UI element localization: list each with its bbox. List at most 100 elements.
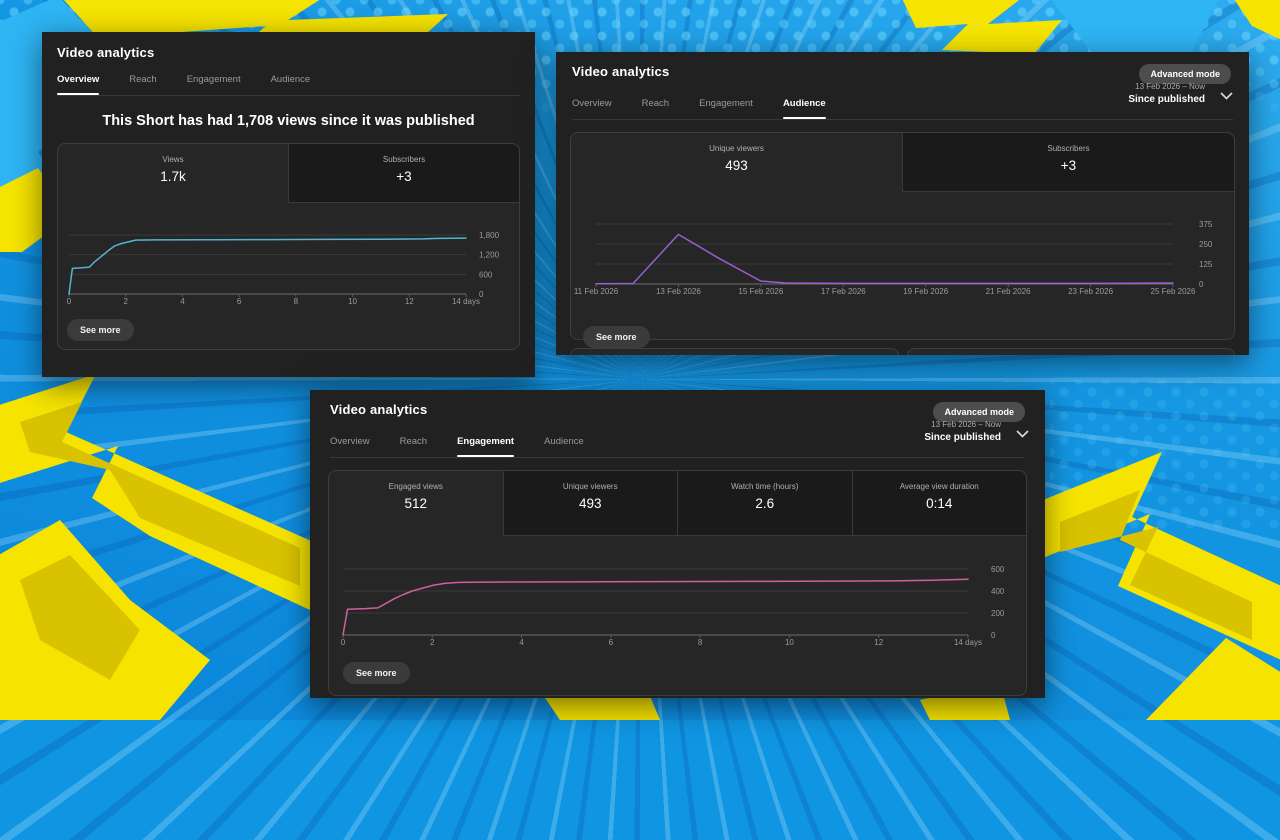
- metric-tab-engaged-views[interactable]: Engaged views 512: [329, 471, 503, 535]
- metric-value: +3: [396, 169, 412, 184]
- tab-overview[interactable]: Overview: [330, 436, 370, 447]
- advanced-mode-button[interactable]: Advanced mode: [933, 402, 1025, 422]
- partial-cards-row: [570, 348, 1235, 355]
- period-text: Since published: [924, 431, 1001, 443]
- audience-chart-card: Unique viewers 493 Subscribers +3 375 250 125…: [570, 132, 1235, 348]
- metric-label: Watch time (hours): [731, 482, 799, 491]
- metric-label: Subscribers: [382, 155, 426, 164]
- svg-text:13 Feb 2026: 13 Feb 2026: [656, 287, 701, 296]
- advanced-mode-button[interactable]: Advanced mode: [1139, 64, 1231, 84]
- svg-text:14 days: 14 days: [954, 638, 982, 647]
- metric-label: Views: [162, 155, 184, 164]
- metric-value: 512: [404, 496, 428, 511]
- svg-text:19 Feb 2026: 19 Feb 2026: [903, 287, 948, 296]
- svg-text:0: 0: [991, 631, 996, 640]
- svg-text:12: 12: [405, 297, 414, 306]
- metric-value: 2.6: [755, 496, 775, 511]
- metric-tab-subscribers[interactable]: Subscribers +3: [288, 144, 519, 203]
- svg-text:0: 0: [1199, 280, 1204, 289]
- lightning-bolt-shade: [20, 402, 300, 586]
- metric-tabs: Views 1.7k Subscribers +3: [58, 144, 519, 203]
- svg-text:600: 600: [991, 565, 1005, 574]
- metric-value: 0:14: [926, 496, 953, 511]
- panel-title: Video analytics: [572, 64, 670, 79]
- tab-engagement[interactable]: Engagement: [457, 436, 515, 457]
- lightning-bolt-shade: [1060, 490, 1252, 640]
- tab-reach[interactable]: Reach: [129, 74, 157, 85]
- lightning-bolt-yellow: [0, 168, 74, 252]
- metric-value: 493: [578, 496, 602, 511]
- svg-text:21 Feb 2026: 21 Feb 2026: [986, 287, 1031, 296]
- video-analytics-panel-audience: Video analytics Advanced mode 13 Feb 202…: [556, 52, 1249, 355]
- tab-overview[interactable]: Overview: [57, 74, 100, 95]
- views-line-chart: 1,800 1,200 600 0 0 2 4 6 8 10 12 14 days: [67, 231, 500, 306]
- tabs-divider: [572, 119, 1233, 120]
- svg-text:375: 375: [1199, 220, 1213, 229]
- see-more-button[interactable]: See more: [343, 662, 410, 684]
- unique-viewers-line-chart: 375 250 125 0 11 Feb 2026 13 Feb 2026 15 Feb 2…: [574, 220, 1213, 296]
- lightning-bolt-shade: [20, 555, 140, 680]
- see-more-button[interactable]: See more: [583, 326, 650, 348]
- metric-tabs: Unique viewers 493 Subscribers +3: [571, 133, 1234, 192]
- svg-text:8: 8: [698, 638, 703, 647]
- tab-reach[interactable]: Reach: [399, 436, 428, 447]
- metric-value: 493: [725, 158, 748, 173]
- tab-overview[interactable]: Overview: [572, 98, 612, 109]
- svg-text:10: 10: [348, 297, 357, 306]
- metric-label: Average view duration: [899, 482, 979, 491]
- analytics-tabs: Overview Reach Engagement Audience: [572, 98, 1233, 119]
- svg-text:250: 250: [1199, 240, 1213, 249]
- tabs-divider: [330, 457, 1025, 458]
- svg-text:125: 125: [1199, 260, 1213, 269]
- partial-card: [570, 348, 899, 355]
- analytics-tabs: Overview Reach Engagement Audience: [57, 74, 520, 95]
- tab-audience[interactable]: Audience: [544, 436, 584, 447]
- metric-tab-average-view-duration[interactable]: Average view duration 0:14: [851, 471, 1026, 536]
- svg-text:23 Feb 2026: 23 Feb 2026: [1068, 287, 1113, 296]
- overview-chart-card: Views 1.7k Subscribers +3 1,800 1,200 600 0 0 2 4…: [57, 143, 520, 350]
- tab-engagement[interactable]: Engagement: [186, 74, 241, 85]
- analytics-tabs: Overview Reach Engagement Audience: [330, 436, 1025, 457]
- svg-text:600: 600: [479, 270, 493, 279]
- metric-tabs: Engaged views 512 Unique viewers 493 Watch t…: [329, 471, 1026, 536]
- tab-audience[interactable]: Audience: [270, 74, 311, 85]
- see-more-button[interactable]: See more: [67, 319, 134, 341]
- svg-text:25 Feb 2026: 25 Feb 2026: [1151, 287, 1196, 296]
- tab-reach[interactable]: Reach: [641, 98, 670, 109]
- date-range-selector[interactable]: 13 Feb 2026 – Now Since published: [924, 420, 1001, 444]
- panel-title: Video analytics: [330, 402, 428, 417]
- svg-text:0: 0: [341, 638, 346, 647]
- svg-text:6: 6: [237, 297, 242, 306]
- engaged-views-line-chart: 600 400 200 0 0 2 4 6 8 10 12 14 days: [341, 565, 1005, 647]
- metric-tab-watch-time-hours[interactable]: Watch time (hours) 2.6: [677, 471, 852, 536]
- svg-text:15 Feb 2026: 15 Feb 2026: [738, 287, 783, 296]
- svg-text:200: 200: [991, 609, 1005, 618]
- video-analytics-panel-overview: Video analytics Overview Reach Engagement A…: [42, 32, 535, 377]
- chevron-down-icon[interactable]: [1016, 430, 1029, 438]
- metric-value: 1.7k: [160, 169, 186, 184]
- video-analytics-panel-engagement: Video analytics Advanced mode 13 Feb 202…: [310, 390, 1045, 698]
- svg-text:0: 0: [479, 290, 484, 299]
- tab-audience[interactable]: Audience: [782, 98, 826, 119]
- tab-engagement[interactable]: Engagement: [699, 98, 753, 109]
- metric-label: Engaged views: [388, 482, 443, 491]
- svg-text:400: 400: [991, 587, 1005, 596]
- svg-text:11 Feb 2026: 11 Feb 2026: [574, 287, 619, 296]
- metric-label: Subscribers: [1047, 144, 1090, 153]
- svg-text:2: 2: [123, 297, 128, 306]
- metric-tab-unique-viewers[interactable]: Unique viewers 493: [571, 133, 902, 191]
- metric-tab-subscribers[interactable]: Subscribers +3: [902, 133, 1234, 192]
- views-headline: This Short has had 1,708 views since it …: [102, 113, 475, 129]
- partial-card: [906, 348, 1235, 355]
- svg-text:8: 8: [294, 297, 299, 306]
- date-range-text: 13 Feb 2026 – Now: [1135, 82, 1205, 91]
- svg-text:4: 4: [180, 297, 185, 306]
- svg-text:14 days: 14 days: [452, 297, 480, 306]
- lightning-bolt-yellow: [1234, 0, 1280, 40]
- metric-tab-unique-viewers[interactable]: Unique viewers 493: [502, 471, 677, 536]
- svg-text:6: 6: [609, 638, 614, 647]
- metric-label: Unique viewers: [709, 144, 764, 153]
- metric-value: +3: [1060, 158, 1077, 173]
- svg-text:12: 12: [874, 638, 883, 647]
- metric-tab-views[interactable]: Views 1.7k: [58, 144, 288, 202]
